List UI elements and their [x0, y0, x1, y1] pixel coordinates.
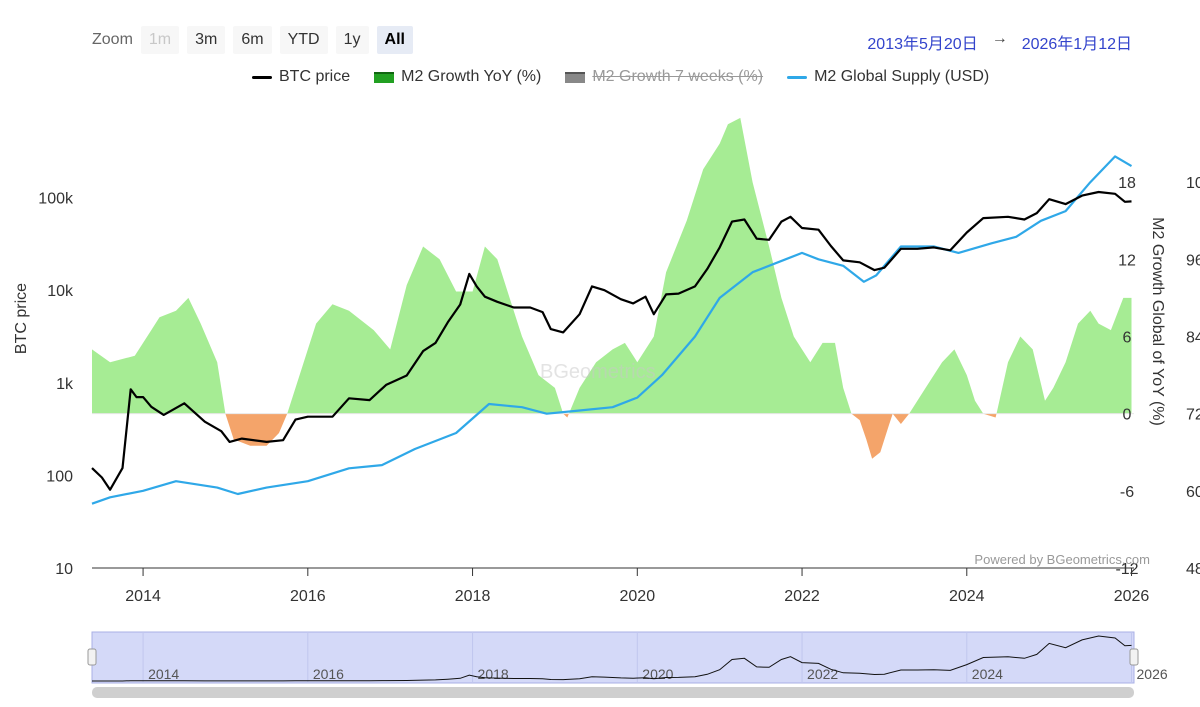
x-tick-label: 2014 — [125, 588, 161, 605]
zoom-label: Zoom — [92, 31, 133, 48]
legend-label: BTC price — [279, 68, 351, 85]
y-left-tick-label: 10 — [55, 561, 73, 578]
y-right-pct-tick-label: 0 — [1123, 407, 1132, 424]
navigator-right-handle[interactable] — [1129, 648, 1139, 666]
navigator-label: 2022 — [807, 666, 838, 682]
legend-label: M2 Global Supply (USD) — [814, 68, 990, 85]
x-tick-label: 2016 — [290, 588, 326, 605]
btc-price-path — [91, 190, 1132, 491]
credit-link: Powered by BGeometrics.com — [974, 552, 1150, 567]
x-tick-label: 2018 — [455, 588, 491, 605]
m2-growth-yoy-area: BGeometrics — [92, 117, 1132, 459]
m2-growth-yoy-swatch — [374, 71, 395, 83]
watermark-text: BGeometrics — [540, 361, 656, 383]
zoom-all-button[interactable]: All — [376, 26, 413, 54]
range-to-input[interactable]: 2026年1月12日 — [1021, 36, 1132, 53]
legend: BTC price M2 Growth YoY (%) M2 Growth 7 … — [252, 68, 989, 86]
m2-global-supply-swatch — [787, 75, 808, 79]
legend-item-m2-growth-7-weeks[interactable]: M2 Growth 7 weeks (%) — [565, 68, 763, 86]
zoom-bar: Zoom 1m 3m 6m YTD 1y All — [92, 26, 421, 54]
axes: 2014 2016 2018 2020 2022 2024 2026 10 100 1k 10k 10… — [13, 175, 1200, 605]
btc-price-swatch — [252, 75, 272, 79]
y-right-pct-tick-label: 18 — [1118, 175, 1136, 192]
m2-global-supply-line — [91, 155, 1133, 505]
y-right-pct-tick-label: 6 — [1123, 330, 1132, 347]
y-left-tick-label: 100k — [38, 191, 74, 208]
y-right-supply-tick-label: 96 — [1186, 252, 1200, 269]
range-from-input[interactable]: 2013年5月20日 — [867, 36, 978, 53]
legend-item-m2-growth-yoy[interactable]: M2 Growth YoY (%) — [374, 68, 541, 86]
zoom-6m-button[interactable]: 6m — [233, 26, 272, 54]
navigator-label: 2016 — [313, 666, 344, 682]
legend-label: M2 Growth YoY (%) — [401, 68, 542, 85]
navigator-scrollbar[interactable] — [92, 687, 1134, 698]
navigator-label: 2024 — [972, 666, 1003, 682]
navigator-label: 2018 — [478, 666, 509, 682]
zoom-1m-button[interactable]: 1m — [140, 26, 180, 54]
y-right-pct-tick-label: -12 — [1115, 561, 1138, 578]
y-right-pct-tick-label: -6 — [1120, 484, 1134, 501]
y-left-tick-label: 10k — [47, 283, 74, 300]
date-range: 2013年5月20日 → 2026年1月12日 — [867, 30, 1132, 54]
y-right-supply-tick-label: 48 — [1186, 561, 1200, 578]
navigator-btc-line — [92, 635, 1132, 682]
zoom-3m-button[interactable]: 3m — [187, 26, 226, 54]
y-right-supply-tick-label: 84 — [1186, 330, 1200, 347]
y-right-pct-tick-label: 12 — [1118, 252, 1136, 269]
legend-item-btc-price[interactable]: BTC price — [252, 68, 350, 86]
x-tick-label: 2020 — [620, 588, 656, 605]
legend-item-m2-global-supply[interactable]: M2 Global Supply (USD) — [787, 68, 989, 86]
m2-growth-positive-area — [92, 117, 1132, 414]
navigator-label: 2014 — [148, 666, 179, 682]
navigator-label: 2020 — [642, 666, 673, 682]
y-right-supply-tick-label: 108 — [1186, 175, 1200, 192]
navigator-label: 2026 — [1137, 666, 1168, 682]
y-left-tick-label: 1k — [56, 376, 74, 393]
m2-global-supply-path — [91, 155, 1133, 505]
zoom-ytd-button[interactable]: YTD — [279, 26, 328, 54]
m2-growth-negative-area — [92, 413, 1132, 459]
x-tick-label: 2024 — [949, 588, 985, 605]
y-right-axis-title: M2 Growth Global of YoY (%) — [1149, 217, 1166, 426]
range-arrow-icon: → — [991, 30, 1008, 47]
y-right-supply-tick-label: 60 — [1186, 484, 1200, 501]
navigator-left-handle[interactable] — [87, 648, 97, 666]
x-tick-label: 2026 — [1114, 588, 1150, 605]
y-left-axis-title: BTC price — [13, 283, 30, 354]
legend-label: M2 Growth 7 weeks (%) — [592, 68, 764, 85]
btc-price-line — [91, 190, 1132, 491]
zoom-1y-button[interactable]: 1y — [335, 26, 369, 54]
y-left-tick-label: 100 — [46, 468, 73, 485]
x-tick-label: 2022 — [784, 588, 820, 605]
m2-growth-7-weeks-swatch — [565, 71, 586, 83]
y-right-supply-tick-label: 72 — [1186, 407, 1200, 424]
navigator[interactable]: 2014 2016 2018 2020 2022 2024 2026 — [87, 631, 1168, 698]
